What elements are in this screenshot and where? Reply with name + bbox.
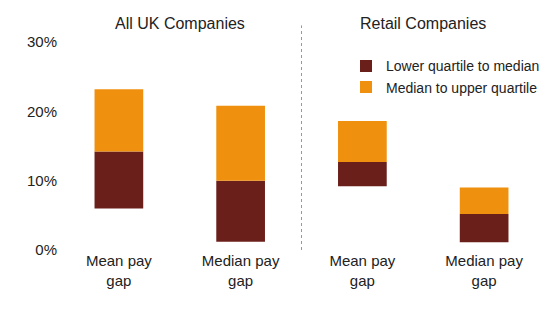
- svg-text:Median paygap: Median paygap: [445, 252, 523, 289]
- svg-text:All UK Companies: All UK Companies: [115, 15, 245, 32]
- svg-text:Mean paygap: Mean paygap: [86, 252, 152, 289]
- svg-text:Mean paygap: Mean paygap: [329, 252, 395, 289]
- svg-text:30%: 30%: [27, 33, 57, 50]
- svg-text:20%: 20%: [27, 103, 57, 120]
- svg-text:Retail Companies: Retail Companies: [360, 15, 486, 32]
- svg-text:10%: 10%: [27, 172, 57, 189]
- svg-text:Median to upper quartile: Median to upper quartile: [386, 80, 537, 96]
- svg-text:0%: 0%: [35, 241, 57, 258]
- svg-text:Lower quartile to median: Lower quartile to median: [386, 58, 539, 74]
- svg-text:Median paygap: Median paygap: [202, 252, 280, 289]
